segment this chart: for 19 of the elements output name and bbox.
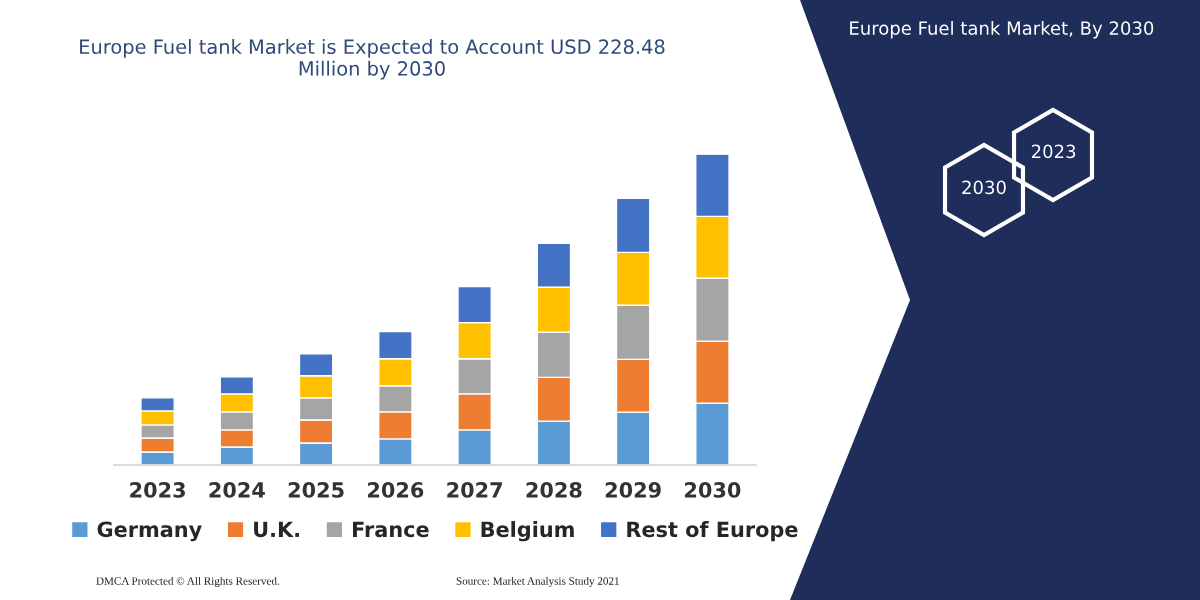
x-tick-label: 2027 [447,482,502,498]
chart-title: Europe Fuel tank Market is Expected to Account USD 228.48 Million by 2030 [80,39,665,80]
legend-label: U.K. [254,521,299,538]
x-tick-label: 2026 [368,482,424,498]
x-tick-label: 2025 [288,482,344,498]
text: 2030 [962,180,1006,195]
legend-label: France [353,521,429,538]
legend-label: Belgium [481,521,574,542]
source-note: Source: Market Analysis Study 2021 [456,576,619,588]
x-tick-label: 2024 [209,482,265,498]
legend-label: Germany [97,521,202,542]
x-tick-label: 2030 [685,482,741,498]
x-tick-label: 2029 [605,482,661,498]
text: 2023 [1031,144,1076,159]
x-tick-label: 2023 [130,482,185,498]
text: Europe Fuel tank Market, By 2030 [850,21,1154,39]
legend-label: Rest of Europe [627,521,798,542]
text: DMCA Protected © All Rights Reserved. [96,576,280,588]
x-tick-label: 2028 [526,482,582,498]
